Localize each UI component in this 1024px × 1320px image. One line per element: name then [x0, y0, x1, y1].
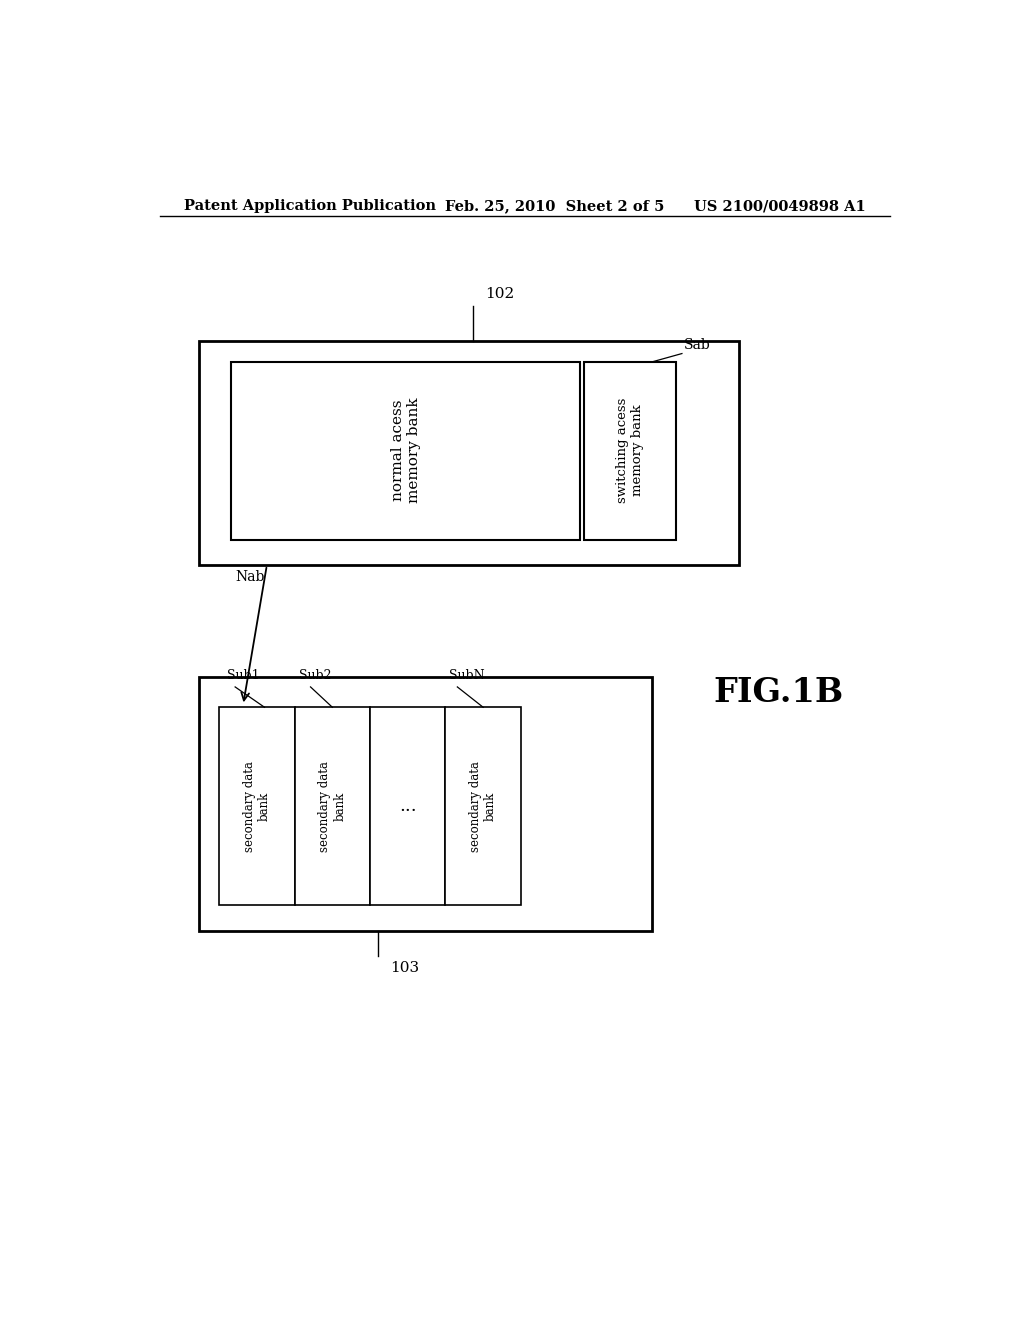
Text: Patent Application Publication: Patent Application Publication [183, 199, 435, 213]
Text: secondary data
bank: secondary data bank [318, 760, 346, 851]
Text: secondary data
bank: secondary data bank [469, 760, 497, 851]
Bar [585, 362, 676, 540]
Text: FIG.1B: FIG.1B [714, 676, 844, 709]
Text: Sab: Sab [684, 338, 711, 351]
Text: Nab: Nab [236, 570, 264, 583]
Bar [200, 342, 739, 565]
Text: 102: 102 [485, 286, 514, 301]
Text: switching acess
memory bank: switching acess memory bank [616, 397, 644, 503]
Text: secondary data
bank: secondary data bank [243, 760, 271, 851]
Bar [445, 708, 521, 906]
Text: normal acess
memory bank: normal acess memory bank [391, 397, 421, 503]
Text: Sub2: Sub2 [299, 669, 331, 682]
Text: 103: 103 [390, 961, 419, 975]
Text: ...: ... [399, 797, 417, 816]
Text: US 2100/0049898 A1: US 2100/0049898 A1 [694, 199, 866, 213]
Text: SubN: SubN [450, 669, 485, 682]
Bar [231, 362, 581, 540]
Bar [219, 708, 295, 906]
Text: Sub1: Sub1 [227, 669, 260, 682]
Bar [295, 708, 370, 906]
Bar [200, 677, 651, 931]
Bar [370, 708, 445, 906]
Text: Feb. 25, 2010  Sheet 2 of 5: Feb. 25, 2010 Sheet 2 of 5 [445, 199, 665, 213]
